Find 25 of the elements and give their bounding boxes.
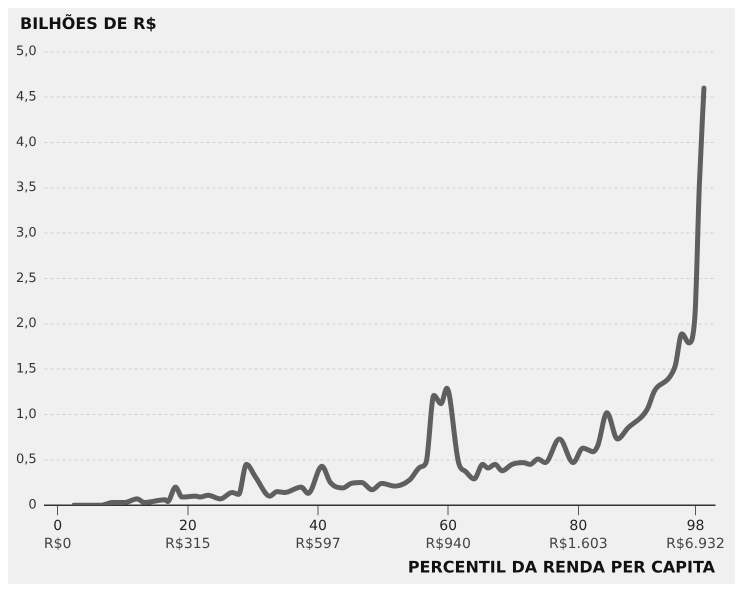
x-tick-label: 40: [309, 518, 327, 534]
x-tick-label: 20: [178, 518, 197, 534]
x-tick-label: 80: [569, 518, 588, 534]
y-tick-label: 1,0: [16, 406, 37, 422]
text: R$6.932: [666, 536, 725, 552]
text: R$597: [295, 536, 341, 552]
y-tick-label: 5,0: [16, 44, 37, 60]
text: R$0: [44, 536, 72, 552]
x-tick-label: 98: [686, 518, 704, 534]
y-axis-title: BILHÕES DE R$: [19, 13, 158, 35]
y-tick-label: 0,5: [16, 452, 37, 468]
y-tick-label: 2,5: [16, 270, 37, 286]
y-tick-label: 0: [28, 498, 37, 513]
text: R$315: [165, 536, 211, 552]
text: R$1.603: [548, 536, 608, 552]
y-tick-label: 2,0: [16, 316, 37, 332]
x-axis-title: PERCENTIL DA RENDA PER CAPITA: [408, 558, 716, 577]
y-tick-label: 4,0: [16, 134, 37, 150]
y-tick-label: 1,5: [16, 362, 37, 377]
y-tick-label: 4,5: [16, 90, 37, 105]
y-tick-label: 3,5: [16, 180, 37, 196]
y-tick-label: 3,0: [16, 226, 37, 241]
x-tick-label: 60: [439, 518, 458, 534]
x-tick-label: 0: [53, 518, 62, 534]
text: R$940: [425, 536, 471, 552]
